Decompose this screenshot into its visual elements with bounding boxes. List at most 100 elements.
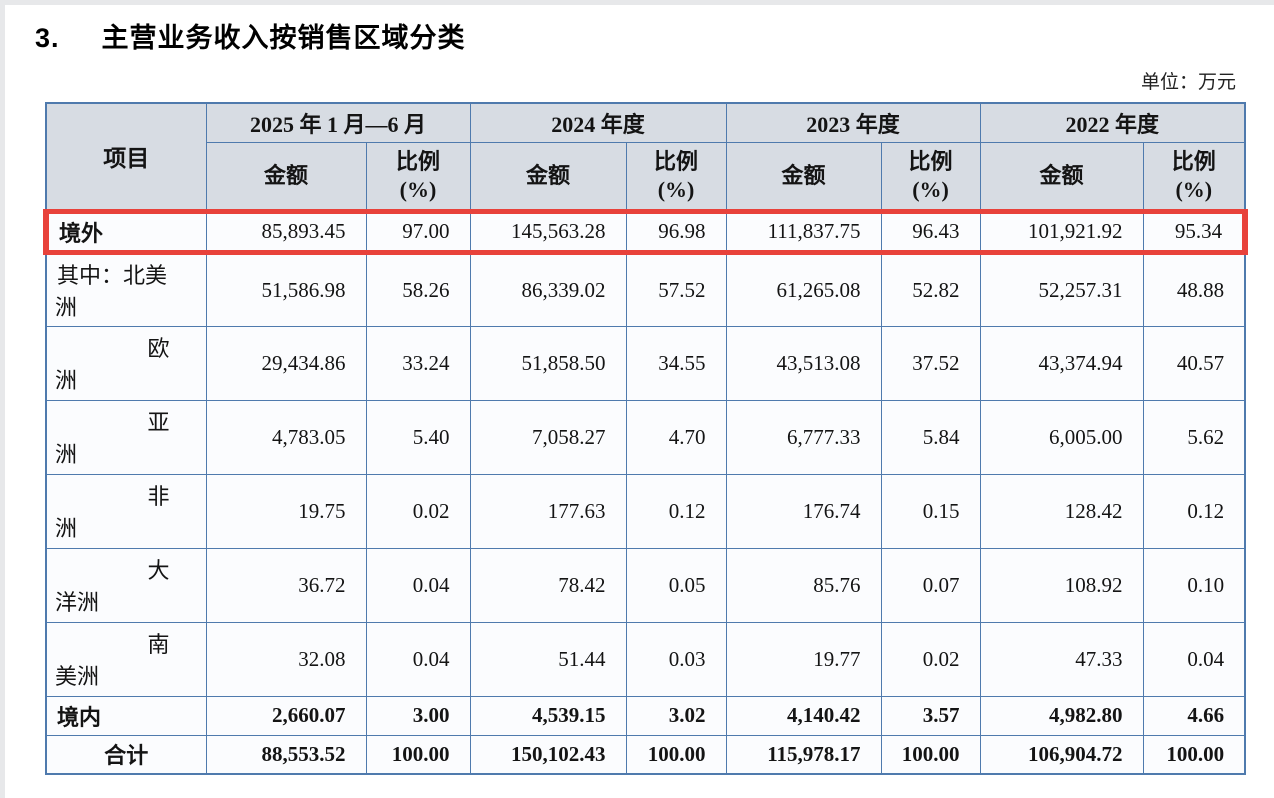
ratio-cell: 0.15 [880,473,981,549]
ratio-header: 比例 (%) [365,141,471,212]
header-row-periods: 项目 2025 年 1 月—6 月 2024 年度 2023 年度 2022 年… [45,102,1246,212]
ratio-cell: 0.02 [880,621,981,697]
amount-cell: 86,339.02 [469,251,627,327]
ratio-cell: 95.34 [1142,208,1249,255]
period-header-2025h1: 2025 年 1 月—6 月 [205,102,471,143]
amount-cell: 29,434.86 [205,325,367,401]
table-row-africa: 非洲 19.75 0.02 177.63 0.12 176.74 0.15 12… [45,473,1246,549]
table-row-europe: 欧洲 29,434.86 33.24 51,858.50 34.55 43,51… [45,325,1246,401]
row-label: 南美洲 [45,621,207,697]
table-row-overseas: 境外 85,893.45 97.00 145,563.28 96.98 111,… [43,208,1249,255]
ratio-cell: 100.00 [1142,734,1246,775]
amount-cell: 6,005.00 [979,399,1144,475]
amount-cell: 115,978.17 [725,734,882,775]
ratio-cell: 5.62 [1142,399,1246,475]
amount-cell: 85.76 [725,547,882,623]
amount-cell: 85,893.45 [205,208,367,255]
ratio-cell: 3.02 [625,695,727,736]
ratio-header: 比例 (%) [625,141,727,212]
ratio-cell: 100.00 [365,734,471,775]
period-header-2023: 2023 年度 [725,102,981,143]
amount-header: 金额 [979,141,1144,212]
amount-cell: 7,058.27 [469,399,627,475]
ratio-cell: 100.00 [625,734,727,775]
amount-cell: 111,837.75 [725,208,882,255]
ratio-cell: 0.04 [365,621,471,697]
amount-cell: 32.08 [205,621,367,697]
ratio-cell: 0.12 [625,473,727,549]
amount-cell: 43,513.08 [725,325,882,401]
ratio-header: 比例 (%) [880,141,981,212]
row-label: 其中：北美洲 [45,251,207,327]
amount-cell: 51,858.50 [469,325,627,401]
ratio-cell: 57.52 [625,251,727,327]
amount-cell: 128.42 [979,473,1144,549]
amount-cell: 2,660.07 [205,695,367,736]
amount-header: 金额 [205,141,367,212]
amount-cell: 61,265.08 [725,251,882,327]
row-label: 合计 [45,734,207,775]
ratio-header: 比例 (%) [1142,141,1246,212]
ratio-cell: 5.40 [365,399,471,475]
ratio-cell: 48.88 [1142,251,1246,327]
period-header-2022: 2022 年度 [979,102,1246,143]
amount-cell: 51,586.98 [205,251,367,327]
revenue-by-region-table: 项目 2025 年 1 月—6 月 2024 年度 2023 年度 2022 年… [43,102,1249,775]
amount-cell: 4,783.05 [205,399,367,475]
amount-cell: 19.75 [205,473,367,549]
amount-cell: 177.63 [469,473,627,549]
table-row-domestic: 境内 2,660.07 3.00 4,539.15 3.02 4,140.42 … [45,695,1246,736]
ratio-cell: 0.07 [880,547,981,623]
ratio-cell: 3.57 [880,695,981,736]
amount-cell: 6,777.33 [725,399,882,475]
ratio-cell: 0.10 [1142,547,1246,623]
ratio-cell: 97.00 [365,208,471,255]
period-header-2024: 2024 年度 [469,102,727,143]
amount-cell: 52,257.31 [979,251,1144,327]
ratio-cell: 0.12 [1142,473,1246,549]
table-row-oceania: 大洋洲 36.72 0.04 78.42 0.05 85.76 0.07 108… [45,547,1246,623]
row-label: 境内 [45,695,207,736]
amount-cell: 176.74 [725,473,882,549]
header-row-measures: 金额 比例 (%) 金额 比例 (%) 金额 比例 (%) 金额 比例 (%) [46,141,1246,212]
amount-cell: 47.33 [979,621,1144,697]
ratio-cell: 96.43 [880,208,981,255]
ratio-cell: 33.24 [365,325,471,401]
ratio-cell: 58.26 [365,251,471,327]
ratio-cell: 0.05 [625,547,727,623]
ratio-cell: 52.82 [880,251,981,327]
table-row-south-america: 南美洲 32.08 0.04 51.44 0.03 19.77 0.02 47.… [45,621,1246,697]
ratio-cell: 0.04 [1142,621,1246,697]
row-label: 欧洲 [45,325,207,401]
amount-cell: 106,904.72 [979,734,1144,775]
ratio-cell: 0.03 [625,621,727,697]
ratio-cell: 3.00 [365,695,471,736]
amount-cell: 108.92 [979,547,1144,623]
table-row-north-america: 其中：北美洲 51,586.98 58.26 86,339.02 57.52 6… [45,251,1246,327]
ratio-cell: 0.02 [365,473,471,549]
amount-cell: 78.42 [469,547,627,623]
ratio-cell: 4.70 [625,399,727,475]
section-number: 3. [35,23,60,53]
section-title: 3. 主营业务收入按销售区域分类 [35,16,1274,55]
table-row-total: 合计 88,553.52 100.00 150,102.43 100.00 11… [45,734,1246,775]
amount-cell: 36.72 [205,547,367,623]
ratio-cell: 34.55 [625,325,727,401]
amount-cell: 145,563.28 [469,208,627,255]
amount-cell: 51.44 [469,621,627,697]
amount-header: 金额 [469,141,627,212]
ratio-cell: 40.57 [1142,325,1246,401]
ratio-cell: 37.52 [880,325,981,401]
amount-cell: 4,539.15 [469,695,627,736]
amount-cell: 19.77 [725,621,882,697]
amount-cell: 4,982.80 [979,695,1144,736]
row-label: 境外 [43,208,207,255]
ratio-cell: 4.66 [1142,695,1246,736]
corner-header: 项目 [45,102,207,212]
amount-cell: 43,374.94 [979,325,1144,401]
ratio-cell: 5.84 [880,399,981,475]
amount-cell: 88,553.52 [205,734,367,775]
amount-cell: 4,140.42 [725,695,882,736]
row-label: 亚洲 [45,399,207,475]
